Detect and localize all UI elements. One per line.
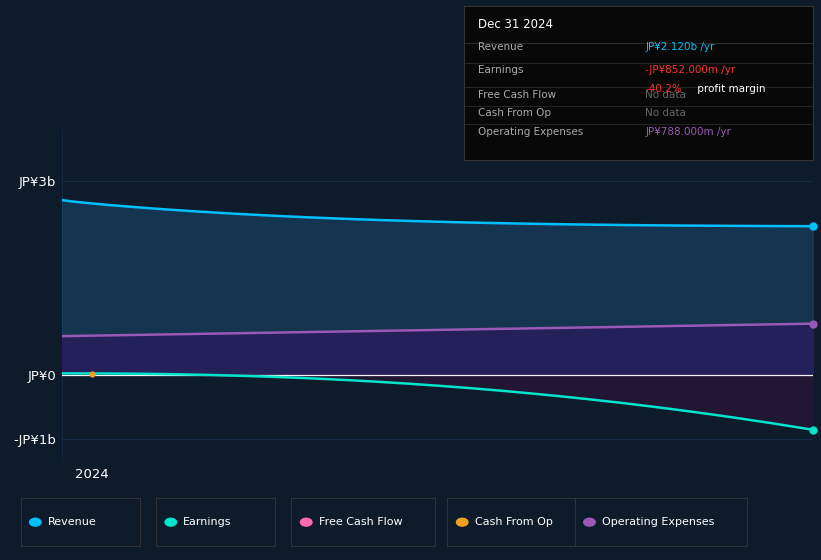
Text: Free Cash Flow: Free Cash Flow	[319, 517, 402, 527]
Text: Earnings: Earnings	[183, 517, 232, 527]
Text: JP¥2.120b /yr: JP¥2.120b /yr	[645, 42, 715, 52]
Text: profit margin: profit margin	[695, 84, 766, 94]
Text: Free Cash Flow: Free Cash Flow	[478, 90, 556, 100]
Text: -JP¥852.000m /yr: -JP¥852.000m /yr	[645, 66, 736, 75]
Text: No data: No data	[645, 109, 686, 118]
Text: Revenue: Revenue	[48, 517, 96, 527]
Text: Cash From Op: Cash From Op	[478, 109, 551, 118]
Text: Operating Expenses: Operating Expenses	[478, 127, 583, 137]
Text: Dec 31 2024: Dec 31 2024	[478, 17, 553, 31]
Text: Operating Expenses: Operating Expenses	[602, 517, 714, 527]
Text: Revenue: Revenue	[478, 42, 523, 52]
Text: -40.2%: -40.2%	[645, 84, 682, 94]
Text: JP¥788.000m /yr: JP¥788.000m /yr	[645, 127, 732, 137]
Text: Cash From Op: Cash From Op	[475, 517, 553, 527]
Text: No data: No data	[645, 90, 686, 100]
Text: Earnings: Earnings	[478, 66, 523, 75]
